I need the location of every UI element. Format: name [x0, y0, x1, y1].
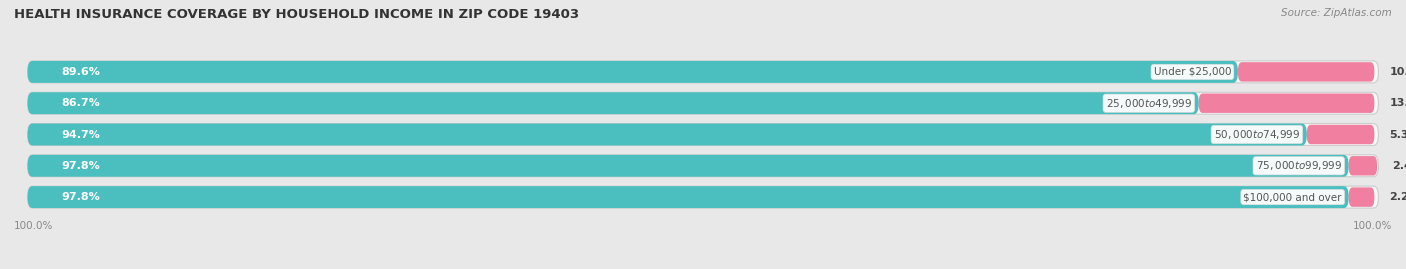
Text: Source: ZipAtlas.com: Source: ZipAtlas.com [1281, 8, 1392, 18]
Text: 5.3%: 5.3% [1389, 129, 1406, 140]
FancyBboxPatch shape [1199, 94, 1375, 113]
Text: $50,000 to $74,999: $50,000 to $74,999 [1213, 128, 1301, 141]
FancyBboxPatch shape [28, 155, 1348, 177]
FancyBboxPatch shape [28, 123, 1378, 146]
Text: 86.7%: 86.7% [62, 98, 100, 108]
Text: HEALTH INSURANCE COVERAGE BY HOUSEHOLD INCOME IN ZIP CODE 19403: HEALTH INSURANCE COVERAGE BY HOUSEHOLD I… [14, 8, 579, 21]
FancyBboxPatch shape [1348, 156, 1376, 175]
Text: $75,000 to $99,999: $75,000 to $99,999 [1256, 159, 1341, 172]
FancyBboxPatch shape [1306, 125, 1375, 144]
Text: 13.3%: 13.3% [1389, 98, 1406, 108]
FancyBboxPatch shape [28, 123, 1306, 146]
FancyBboxPatch shape [1237, 62, 1375, 82]
Text: 100.0%: 100.0% [14, 221, 53, 231]
FancyBboxPatch shape [28, 61, 1378, 83]
Text: Under $25,000: Under $25,000 [1154, 67, 1232, 77]
FancyBboxPatch shape [28, 92, 1378, 114]
FancyBboxPatch shape [28, 186, 1378, 208]
Text: 89.6%: 89.6% [62, 67, 100, 77]
FancyBboxPatch shape [28, 61, 1237, 83]
FancyBboxPatch shape [28, 186, 1348, 208]
Text: 2.2%: 2.2% [1389, 192, 1406, 202]
Text: 2.4%: 2.4% [1392, 161, 1406, 171]
Text: 97.8%: 97.8% [62, 161, 100, 171]
Text: 10.4%: 10.4% [1389, 67, 1406, 77]
FancyBboxPatch shape [28, 155, 1378, 177]
FancyBboxPatch shape [1348, 187, 1375, 207]
Text: 97.8%: 97.8% [62, 192, 100, 202]
Text: $25,000 to $49,999: $25,000 to $49,999 [1105, 97, 1192, 110]
Text: 94.7%: 94.7% [62, 129, 100, 140]
FancyBboxPatch shape [28, 92, 1199, 114]
Text: 100.0%: 100.0% [1353, 221, 1392, 231]
Text: $100,000 and over: $100,000 and over [1243, 192, 1341, 202]
